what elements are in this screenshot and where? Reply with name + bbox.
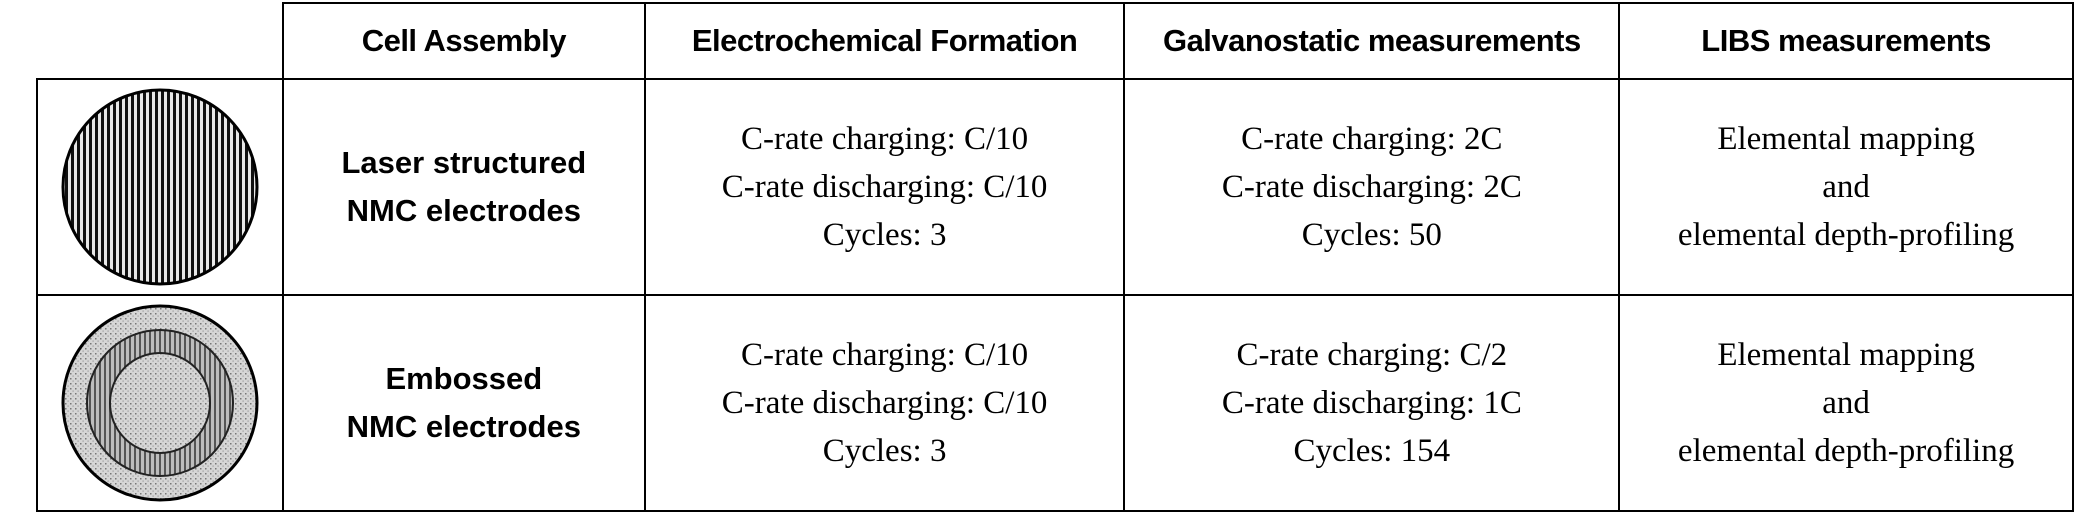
libs-line: elemental depth-profiling xyxy=(1677,217,2015,253)
corner-cell xyxy=(37,3,284,80)
galvanostatic-cycles: Cycles: 154 xyxy=(1293,433,1451,469)
libs-cell: Elemental mapping and elemental depth-pr… xyxy=(1618,78,2074,296)
formation-cycles: Cycles: 3 xyxy=(822,433,947,469)
libs-line: elemental depth-profiling xyxy=(1677,433,2015,469)
row-laser-structured: Laser structured NMC electrodes C-rate c… xyxy=(36,78,2074,296)
row-label-line: NMC electrodes xyxy=(346,193,581,228)
header-libs-measurements: LIBS measurements xyxy=(1618,2,2074,80)
header-cell-assembly: Cell Assembly xyxy=(281,2,646,80)
process-table: Cell Assembly Electrochemical Formation … xyxy=(36,2,2074,512)
formation-discharging: C-rate discharging: C/10 xyxy=(721,385,1048,421)
header-electrochemical-formation: Electrochemical Formation xyxy=(643,2,1126,80)
row-label-line: NMC electrodes xyxy=(346,409,581,444)
libs-cell: Elemental mapping and elemental depth-pr… xyxy=(1618,294,2074,512)
formation-cell: C-rate charging: C/10 C-rate discharging… xyxy=(643,294,1126,512)
galvanostatic-charging: C-rate charging: C/2 xyxy=(1236,337,1508,373)
libs-line: and xyxy=(1822,385,1870,421)
header-row: Cell Assembly Electrochemical Formation … xyxy=(37,2,2074,80)
formation-cell: C-rate charging: C/10 C-rate discharging… xyxy=(643,78,1126,296)
galvanostatic-charging: C-rate charging: 2C xyxy=(1241,121,1503,157)
formation-cycles: Cycles: 3 xyxy=(822,217,947,253)
formation-discharging: C-rate discharging: C/10 xyxy=(721,169,1048,205)
row-label-cell: Embossed NMC electrodes xyxy=(281,294,646,512)
galvanostatic-cell: C-rate charging: C/2 C-rate discharging:… xyxy=(1123,294,1621,512)
laser-structured-electrode-icon xyxy=(61,88,259,286)
galvanostatic-cycles: Cycles: 50 xyxy=(1301,217,1442,253)
icon-cell xyxy=(36,294,284,512)
libs-line: and xyxy=(1822,169,1870,205)
icon-cell xyxy=(36,78,284,296)
row-label-line: Laser structured xyxy=(341,145,587,180)
galvanostatic-cell: C-rate charging: 2C C-rate discharging: … xyxy=(1123,78,1621,296)
row-label-cell: Laser structured NMC electrodes xyxy=(281,78,646,296)
row-embossed: Embossed NMC electrodes C-rate charging:… xyxy=(36,294,2074,512)
galvanostatic-discharging: C-rate discharging: 1C xyxy=(1221,385,1522,421)
formation-charging: C-rate charging: C/10 xyxy=(741,121,1029,157)
header-galvanostatic-measurements: Galvanostatic measurements xyxy=(1123,2,1621,80)
row-label-line: Embossed xyxy=(385,361,543,396)
libs-line: Elemental mapping xyxy=(1717,337,1975,373)
galvanostatic-discharging: C-rate discharging: 2C xyxy=(1221,169,1522,205)
embossed-electrode-icon xyxy=(61,304,259,502)
formation-charging: C-rate charging: C/10 xyxy=(741,337,1029,373)
libs-line: Elemental mapping xyxy=(1717,121,1975,157)
